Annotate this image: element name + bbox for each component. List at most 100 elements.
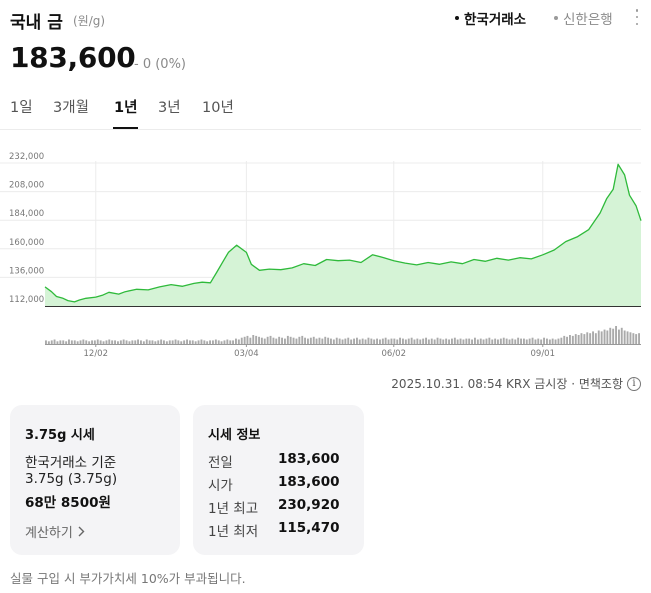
volume-bar: [99, 340, 102, 344]
price-info-card: 시세 정보 전일 183,600 시가 183,600 1년 최고 230,92…: [193, 405, 364, 555]
calculate-link[interactable]: 계산하기: [25, 522, 85, 541]
volume-bar: [117, 341, 119, 344]
volume-bar: [445, 338, 448, 344]
volume-bar: [301, 335, 304, 344]
volume-bar: [356, 337, 358, 344]
volume-bar: [70, 340, 73, 344]
tab-1y[interactable]: 1년: [114, 100, 138, 116]
volume-bar: [292, 337, 295, 344]
volume-bar: [93, 340, 96, 344]
price-chart[interactable]: 232,000 208,000 184,000 160,000 136,000 112,0…: [0, 140, 651, 365]
source-label: 한국거래소: [464, 12, 527, 28]
active-dot-icon: [455, 16, 459, 20]
open-label: 시가: [208, 478, 233, 494]
page-title: 국내 금: [10, 13, 63, 33]
volume-bar: [318, 337, 321, 344]
volume-bar: [65, 341, 68, 344]
volume-bar: [448, 339, 450, 344]
volume-bar: [263, 338, 266, 344]
volume-bar: [68, 339, 70, 344]
x-tick-label: 12/02: [84, 349, 109, 359]
volume-bar: [266, 336, 269, 344]
volume-bar: [88, 341, 91, 344]
volume-bar: [200, 339, 203, 344]
volume-bar: [523, 338, 525, 344]
volume-bar: [272, 337, 275, 344]
source-tab-shinhan[interactable]: 신한은행: [554, 8, 613, 28]
info-icon[interactable]: i: [627, 376, 641, 391]
volume-bar: [373, 339, 376, 344]
volume-bar: [189, 340, 191, 344]
volume-bar: [232, 340, 234, 344]
x-tick-label: 09/01: [531, 349, 556, 359]
volume-bar: [381, 338, 384, 344]
volume-bar: [632, 333, 635, 344]
active-tab-indicator: [113, 127, 138, 129]
x-tick-label: 03/04: [234, 349, 259, 359]
tab-3y[interactable]: 3년: [158, 100, 181, 116]
volume-bar: [566, 336, 568, 344]
volume-bar: [635, 334, 638, 344]
volume-bar: [520, 338, 522, 344]
volume-bar: [246, 335, 249, 344]
y-tick-label: 136,000: [9, 266, 44, 276]
volume-bar: [554, 339, 557, 344]
unit-label: (원/g): [73, 14, 106, 28]
volume-bar: [50, 340, 53, 344]
volume-bar: [560, 337, 563, 344]
tab-10y[interactable]: 10년: [202, 100, 234, 116]
volume-bar: [134, 340, 137, 344]
volume-bar: [212, 340, 214, 344]
volume-bar: [379, 339, 381, 344]
volume-bar: [209, 340, 211, 344]
volume-bar: [168, 340, 171, 344]
inactive-dot-icon: [554, 16, 558, 20]
volume-bar: [376, 338, 378, 344]
volume-bar: [623, 330, 626, 344]
volume-bar: [393, 338, 396, 344]
tab-3m[interactable]: 3개월: [53, 100, 89, 116]
volume-bar: [145, 339, 148, 344]
volume-bar: [462, 339, 465, 344]
volume-bar: [479, 338, 482, 344]
volume-bar: [499, 338, 502, 344]
volume-bar: [47, 341, 50, 344]
volume-bar: [497, 339, 499, 344]
volume-bar: [396, 339, 399, 344]
volume-bar: [629, 332, 632, 344]
volume-bar: [548, 339, 551, 344]
volume-bar: [638, 333, 640, 344]
source-tab-krx[interactable]: 한국거래소: [455, 8, 526, 28]
volume-bar: [537, 338, 540, 344]
volume-bar: [531, 337, 534, 344]
volume-bar: [442, 339, 445, 344]
volume-bar: [540, 339, 543, 344]
volume-bar: [525, 339, 528, 344]
volume-bar: [330, 338, 332, 344]
volume-bar: [163, 340, 165, 344]
volume-bar: [157, 340, 160, 344]
source-label: 신한은행: [563, 12, 613, 28]
calculate-label: 계산하기: [25, 526, 73, 541]
volume-bar: [468, 338, 471, 344]
volume-bar: [600, 331, 603, 344]
volume-bar: [609, 327, 612, 344]
divider: [0, 129, 641, 130]
volume-bar: [546, 338, 548, 344]
card-weight: 3.75g (3.75g): [25, 471, 118, 487]
volume-bar: [367, 337, 370, 344]
volume-bar: [410, 337, 413, 344]
volume-bar: [430, 338, 433, 344]
volume-bar: [474, 337, 476, 344]
volume-bar: [235, 338, 237, 344]
timestamp: 2025.10.31. 08:54 KRX 금시장 · 면책조항 i: [391, 375, 641, 392]
y-tick-label: 112,000: [9, 295, 44, 305]
volume-bar: [321, 338, 324, 344]
volume-bar: [62, 340, 65, 344]
volume-bar: [281, 337, 283, 344]
volume-bar: [338, 338, 341, 344]
more-options-icon[interactable]: [634, 9, 640, 25]
tab-1d[interactable]: 1일: [10, 100, 33, 116]
volume-bar: [105, 340, 108, 344]
volume-bar: [258, 336, 260, 344]
